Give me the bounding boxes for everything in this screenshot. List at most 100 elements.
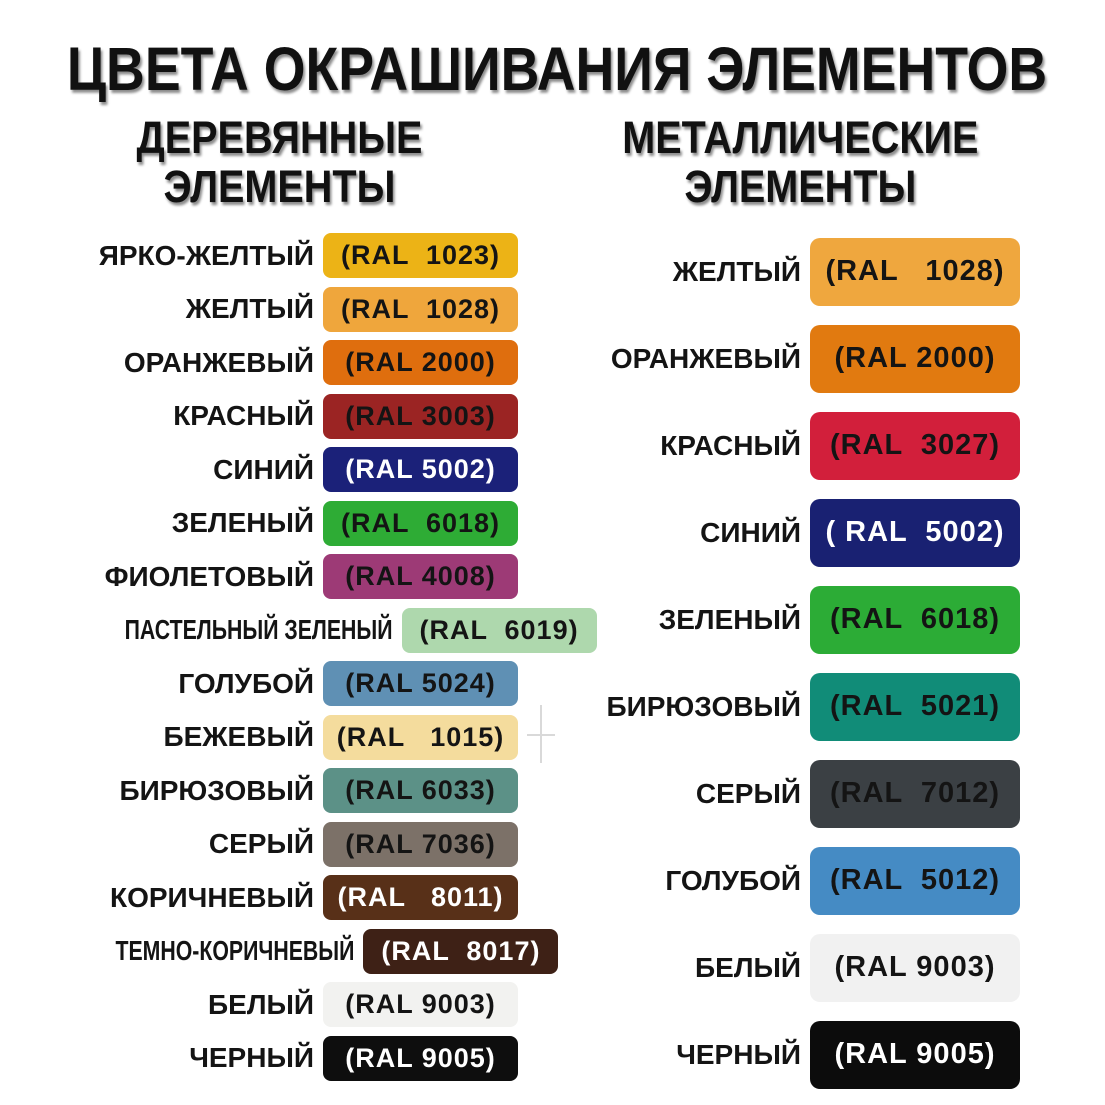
color-name-label: ЧЕРНЫЙ — [40, 1042, 323, 1074]
color-row: ТЕМНО-КОРИЧНЕВЫЙ (RAL 8017) — [40, 925, 559, 979]
ral-color-swatch: (RAL 5012) — [810, 846, 1020, 915]
ral-color-swatch: ( RAL 5002) — [810, 498, 1020, 567]
ral-color-swatch: (RAL 6019) — [401, 607, 597, 653]
color-name-text: ЯРКО-ЖЕЛТЫЙ — [98, 239, 314, 271]
color-name-text: СЕРЫЙ — [208, 828, 314, 860]
ral-color-swatch: (RAL 3027) — [810, 411, 1020, 480]
color-row: КОРИЧНЕВЫЙ (RAL 8011) — [40, 871, 518, 925]
color-row: ЗЕЛЕНЫЙ (RAL 6018) — [580, 576, 1020, 663]
color-name-label: СЕРЫЙ — [40, 828, 323, 860]
wooden-heading-line1: ДЕРЕВЯННЫЕ — [136, 112, 422, 163]
color-name-label: СЕРЫЙ — [580, 778, 810, 810]
color-name-text: БИРЮЗОВЫЙ — [606, 690, 801, 722]
ral-color-swatch: (RAL 6018) — [810, 585, 1020, 654]
ral-color-swatch: (RAL 2000) — [323, 340, 518, 386]
color-name-text: ОРАНЖЕВЫЙ — [123, 346, 314, 378]
ral-color-swatch: (RAL 8011) — [323, 875, 518, 921]
color-row: БИРЮЗОВЫЙ (RAL 6033) — [40, 764, 518, 818]
color-name-label: СИНИЙ — [580, 517, 810, 549]
color-name-label: ПАСТЕЛЬНЫЙ ЗЕЛЕНЫЙ — [40, 614, 402, 646]
color-name-label: ЗЕЛЕНЫЙ — [40, 507, 323, 539]
color-name-label: ЯРКО-ЖЕЛТЫЙ — [40, 240, 323, 272]
color-name-text: БЕЛЫЙ — [208, 988, 314, 1020]
color-name-label: КРАСНЫЙ — [580, 430, 810, 462]
color-row: ЯРКО-ЖЕЛТЫЙ (RAL 1023) — [40, 229, 518, 283]
wooden-color-list: ЯРКО-ЖЕЛТЫЙ (RAL 1023) ЖЕЛТЫЙ (RAL 1028) ОРА… — [40, 229, 597, 1086]
color-name-label: ЗЕЛЕНЫЙ — [580, 604, 810, 636]
color-name-label: КОРИЧНЕВЫЙ — [40, 882, 323, 914]
color-row: СИНИЙ ( RAL 5002) — [580, 489, 1020, 576]
color-name-text: КРАСНЫЙ — [173, 400, 314, 432]
color-name-label: ОРАНЖЕВЫЙ — [40, 347, 323, 379]
color-name-text: ЧЕРНЫЙ — [189, 1042, 314, 1074]
color-name-label: БЕЛЫЙ — [40, 989, 323, 1021]
color-name-label: БИРЮЗОВЫЙ — [580, 691, 810, 723]
color-name-label: ЖЕЛТЫЙ — [40, 293, 323, 325]
ral-color-swatch: (RAL 9005) — [323, 1035, 518, 1081]
color-row: СЕРЫЙ (RAL 7012) — [580, 750, 1020, 837]
ral-color-swatch: (RAL 1015) — [323, 714, 518, 760]
color-row: СИНИЙ (RAL 5002) — [40, 443, 518, 497]
color-row: БИРЮЗОВЫЙ (RAL 5021) — [580, 663, 1020, 750]
color-row: ЧЕРНЫЙ (RAL 9005) — [580, 1011, 1020, 1098]
color-name-text: СИНИЙ — [213, 453, 314, 485]
color-name-text: КОРИЧНЕВЫЙ — [110, 881, 314, 913]
color-name-text: БИРЮЗОВЫЙ — [119, 774, 314, 806]
color-name-text: ЖЕЛТЫЙ — [672, 255, 801, 287]
color-name-text: ОРАНЖЕВЫЙ — [610, 342, 801, 374]
color-row: ГОЛУБОЙ (RAL 5012) — [580, 837, 1020, 924]
color-name-label: ТЕМНО-КОРИЧНЕВЫЙ — [40, 935, 363, 967]
color-name-label: ЖЕЛТЫЙ — [580, 256, 810, 288]
color-name-label: ФИОЛЕТОВЫЙ — [40, 561, 323, 593]
ral-color-swatch: (RAL 6033) — [323, 768, 518, 814]
color-row: БЕЛЫЙ (RAL 9003) — [580, 924, 1020, 1011]
ral-color-swatch: (RAL 5002) — [323, 447, 518, 493]
color-name-text: БЕЛЫЙ — [695, 951, 801, 983]
ral-color-swatch: (RAL 1028) — [810, 237, 1020, 306]
color-name-label: БЕЛЫЙ — [580, 952, 810, 984]
color-name-text: СИНИЙ — [700, 516, 801, 548]
metal-heading-line1: МЕТАЛЛИЧЕСКИЕ — [621, 112, 979, 163]
wooden-heading-line2: ЭЛЕМЕНТЫ — [163, 160, 395, 212]
page-title-text: ЦВЕТА ОКРАШИВАНИЯ ЭЛЕМЕНТОВ — [66, 35, 1048, 103]
color-row: ОРАНЖЕВЫЙ (RAL 2000) — [580, 315, 1020, 402]
watermark-cross-horizontal — [527, 734, 555, 736]
color-name-text: ГОЛУБОЙ — [665, 864, 801, 896]
color-name-text: КРАСНЫЙ — [660, 429, 801, 461]
color-name-label: ГОЛУБОЙ — [580, 865, 810, 897]
color-row: ЗЕЛЕНЫЙ (RAL 6018) — [40, 497, 518, 551]
ral-color-swatch: (RAL 7036) — [323, 821, 518, 867]
ral-color-swatch: (RAL 4008) — [323, 554, 518, 600]
color-row: ФИОЛЕТОВЫЙ (RAL 4008) — [40, 550, 518, 604]
ral-color-swatch: (RAL 9003) — [323, 982, 518, 1028]
ral-color-swatch: (RAL 5024) — [323, 661, 518, 707]
ral-color-swatch: (RAL 6018) — [323, 500, 518, 546]
ral-color-swatch: (RAL 9005) — [810, 1020, 1020, 1089]
color-name-text: ЖЕЛТЫЙ — [185, 293, 314, 325]
color-name-text: ТЕМНО-КОРИЧНЕВЫЙ — [115, 935, 355, 967]
color-row: КРАСНЫЙ (RAL 3003) — [40, 390, 518, 444]
color-row: ПАСТЕЛЬНЫЙ ЗЕЛЕНЫЙ (RAL 6019) — [40, 604, 597, 658]
color-name-label: КРАСНЫЙ — [40, 400, 323, 432]
color-name-label: ГОЛУБОЙ — [40, 668, 323, 700]
color-row: ГОЛУБОЙ (RAL 5024) — [40, 657, 518, 711]
color-name-label: БИРЮЗОВЫЙ — [40, 775, 323, 807]
color-row: ЖЕЛТЫЙ (RAL 1028) — [580, 228, 1020, 315]
ral-color-swatch: (RAL 1028) — [323, 286, 518, 332]
color-name-label: ЧЕРНЫЙ — [580, 1039, 810, 1071]
wooden-elements-heading: ДЕРЕВЯННЫЕ ЭЛЕМЕНТЫ — [40, 112, 518, 212]
metal-color-list: ЖЕЛТЫЙ (RAL 1028) ОРАНЖЕВЫЙ (RAL 2000) КРАСН… — [580, 228, 1020, 1098]
color-row: ЧЕРНЫЙ (RAL 9005) — [40, 1032, 518, 1086]
ral-color-swatch: (RAL 1023) — [323, 233, 518, 279]
color-name-label: ОРАНЖЕВЫЙ — [580, 343, 810, 375]
color-name-text: ПАСТЕЛЬНЫЙ ЗЕЛЕНЫЙ — [124, 614, 393, 646]
color-name-label: СИНИЙ — [40, 454, 323, 486]
ral-color-swatch: (RAL 7012) — [810, 759, 1020, 828]
color-name-text: ЗЕЛЕНЫЙ — [658, 603, 801, 635]
color-row: ОРАНЖЕВЫЙ (RAL 2000) — [40, 336, 518, 390]
color-name-text: ЗЕЛЕНЫЙ — [171, 507, 314, 539]
color-name-text: ГОЛУБОЙ — [178, 667, 314, 699]
color-name-label: БЕЖЕВЫЙ — [40, 721, 323, 753]
metal-elements-heading: МЕТАЛЛИЧЕСКИЕ ЭЛЕМЕНТЫ — [565, 112, 1035, 211]
